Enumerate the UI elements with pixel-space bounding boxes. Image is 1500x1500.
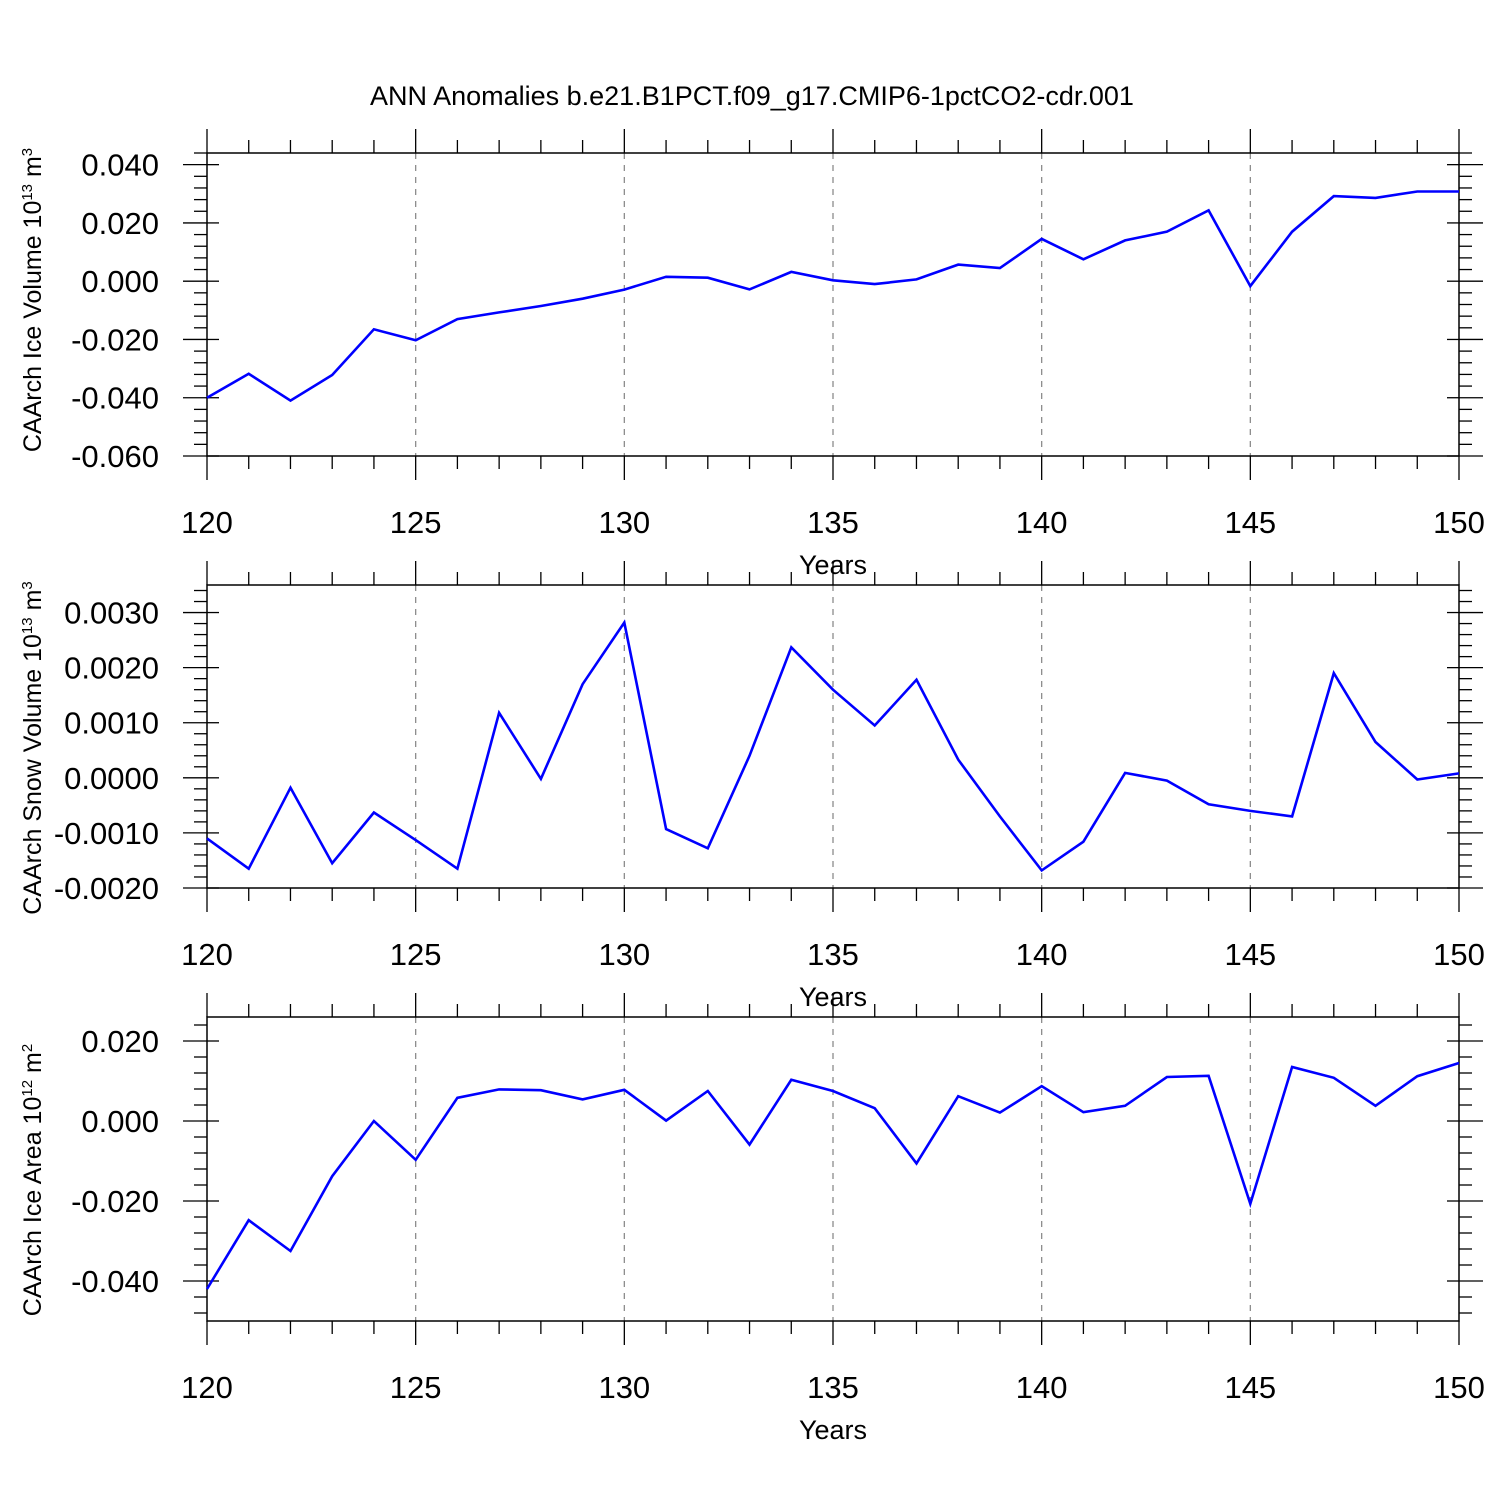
y-axis-label-part: m: [19, 590, 47, 618]
panels: -0.060 -0.040 -0.020 0.000 0.020 0.040 120 125 1…: [19, 129, 1485, 1445]
x-tick-label: 130: [598, 937, 650, 972]
x-tick-label: 150: [1433, 505, 1485, 540]
y-tick-label: -0.020: [71, 322, 159, 357]
y-tick-label: 0.0020: [64, 651, 159, 686]
x-tick-label: 145: [1224, 937, 1276, 972]
x-tick-label: 130: [598, 1370, 650, 1405]
y-axis-label-superscript: 3: [19, 581, 36, 589]
x-tick-label: 150: [1433, 1370, 1485, 1405]
y-axis-label-superscript: 2: [19, 1044, 36, 1052]
y-axis-label-superscript: 13: [19, 617, 36, 634]
series-line: [206, 190, 1459, 403]
y-axis-label-superscript: 13: [19, 184, 36, 201]
y-axis-label: CAArch Ice Volume 1013 m3: [19, 148, 47, 452]
y-axis-label-part: m: [19, 156, 47, 184]
x-axis-label: Years: [799, 1415, 867, 1445]
y-axis-label-part: CAArch Ice Area 10: [19, 1097, 47, 1317]
x-tick-label: 120: [181, 505, 233, 540]
x-tick-label: 140: [1016, 1370, 1068, 1405]
x-tick-label: 150: [1433, 937, 1485, 972]
y-tick-label: 0.0010: [64, 706, 159, 741]
x-tick-label: 125: [390, 937, 442, 972]
y-tick-label: -0.060: [71, 439, 159, 474]
x-tick-label: 120: [181, 937, 233, 972]
x-tick-label: 135: [807, 505, 859, 540]
y-axis-label: CAArch Snow Volume 1013 m3: [19, 581, 47, 915]
y-axis-label-part: m: [19, 1052, 47, 1080]
y-tick-label: -0.040: [71, 381, 159, 416]
x-tick-label: 140: [1016, 505, 1068, 540]
x-tick-label: 140: [1016, 937, 1068, 972]
y-tick-label: 0.000: [81, 1104, 159, 1139]
x-tick-label: 120: [181, 1370, 233, 1405]
x-tick-label: 135: [807, 937, 859, 972]
y-tick-label: 0.000: [81, 264, 159, 299]
y-tick-label: 0.040: [81, 148, 159, 183]
series-line: [206, 619, 1460, 873]
y-tick-label: 0.0000: [64, 761, 159, 796]
y-axis-label-superscript: 12: [19, 1080, 36, 1097]
x-tick-label: 145: [1224, 1370, 1276, 1405]
y-tick-label: -0.040: [71, 1264, 159, 1299]
y-tick-label: 0.0030: [64, 596, 159, 631]
x-tick-label: 135: [807, 1370, 859, 1405]
y-axis-label: CAArch Ice Area 1012 m2: [19, 1044, 47, 1316]
x-tick-label: 125: [390, 505, 442, 540]
x-tick-label: 125: [390, 1370, 442, 1405]
y-axis-label-superscript: 3: [19, 148, 36, 156]
y-tick-label: -0.020: [71, 1184, 159, 1219]
y-tick-label: 0.020: [81, 1024, 159, 1059]
panel-3: -0.040 -0.020 0.000 0.020 120 125 130 135 140 145…: [19, 993, 1485, 1445]
panel-1: -0.060 -0.040 -0.020 0.000 0.020 0.040 120 125 1…: [19, 129, 1485, 580]
x-tick-label: 145: [1224, 505, 1276, 540]
y-tick-label: 0.020: [81, 206, 159, 241]
panel-2: -0.0020 -0.0010 0.0000 0.0010 0.0020 0.0030 12…: [19, 561, 1485, 1012]
y-axis-label-part: CAArch Snow Volume 10: [19, 634, 47, 915]
y-axis-label-part: CAArch Ice Volume 10: [19, 201, 47, 453]
chart-title: ANN Anomalies b.e21.B1PCT.f09_g17.CMIP6-…: [370, 81, 1134, 111]
y-tick-label: -0.0010: [54, 816, 159, 851]
series-line: [205, 1061, 1460, 1290]
y-tick-label: -0.0020: [54, 871, 159, 906]
x-tick-label: 130: [598, 505, 650, 540]
